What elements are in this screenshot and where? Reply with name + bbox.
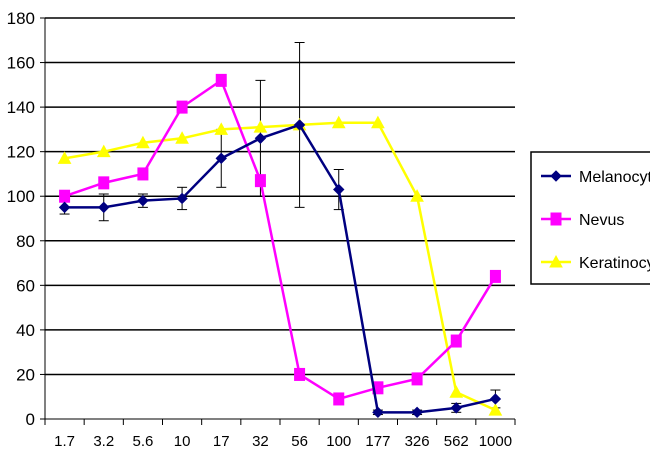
data-point-melanocytes	[98, 201, 110, 214]
data-point-nevus	[489, 269, 501, 283]
data-point-keratinocytes	[410, 189, 424, 202]
y-tick-label: 100	[7, 187, 35, 206]
x-tick-label: 1000	[479, 433, 512, 450]
data-point-nevus	[294, 367, 306, 381]
x-tick-label: 100	[326, 433, 351, 450]
data-point-melanocytes	[215, 152, 227, 165]
data-point-melanocytes	[58, 201, 71, 214]
data-point-nevus	[98, 176, 110, 190]
x-tick-label: 10	[174, 433, 191, 450]
data-point-keratinocytes	[214, 122, 229, 135]
y-tick-label: 20	[16, 365, 35, 384]
y-tick-label: 80	[16, 232, 35, 251]
data-point-keratinocytes	[331, 115, 346, 129]
x-tick-label: 17	[213, 433, 230, 450]
data-point-keratinocytes	[253, 120, 268, 133]
series-line-keratinocytes	[64, 121, 496, 412]
y-tick-label: 40	[16, 321, 35, 340]
data-point-nevus	[59, 189, 71, 203]
legend-swatch-marker	[550, 170, 562, 182]
data-point-melanocytes	[333, 183, 345, 196]
data-point-melanocytes	[411, 406, 423, 419]
data-point-keratinocytes	[96, 144, 111, 158]
series-line-melanocytes	[64, 123, 496, 414]
x-tick-label: 3.2	[93, 433, 114, 450]
legend-label: Keratinocytes	[579, 255, 650, 272]
legend-swatch-marker	[549, 254, 563, 268]
data-point-melanocytes	[372, 406, 384, 419]
data-point-keratinocytes	[57, 151, 72, 164]
x-tick-label: 1.7	[54, 433, 75, 450]
grid-lines	[45, 17, 515, 376]
legend-swatch-marker	[550, 212, 562, 226]
x-tick-label: 32	[252, 433, 269, 450]
series-line-nevus	[64, 78, 497, 401]
axes	[40, 17, 516, 425]
legend-label: Nevus	[579, 212, 624, 229]
data-point-melanocytes	[137, 194, 149, 207]
y-tick-label: 60	[16, 276, 35, 295]
data-point-nevus	[176, 100, 188, 114]
data-point-keratinocytes	[371, 115, 385, 129]
y-tick-label: 160	[7, 54, 35, 73]
data-point-keratinocytes	[449, 385, 464, 398]
data-point-nevus	[215, 73, 227, 87]
data-point-keratinocytes	[488, 403, 503, 416]
data-point-keratinocytes	[175, 131, 189, 144]
data-point-keratinocytes	[136, 135, 150, 149]
data-point-melanocytes	[176, 192, 188, 205]
data-point-nevus	[333, 392, 345, 406]
data-point-melanocytes	[489, 393, 502, 405]
x-tick-label: 5.6	[132, 433, 153, 450]
x-tick-label: 326	[405, 433, 430, 450]
data-point-nevus	[254, 174, 266, 188]
data-point-melanocytes	[450, 402, 462, 414]
data-point-melanocytes	[293, 119, 306, 131]
y-tick-label: 140	[7, 98, 35, 117]
error-bars	[59, 42, 501, 416]
data-point-melanocytes	[254, 132, 267, 145]
data-point-nevus	[450, 334, 462, 348]
data-point-nevus	[411, 372, 423, 386]
x-tick-label: 562	[444, 433, 469, 450]
y-tick-label: 0	[26, 410, 35, 429]
legend-label: Melanocytes	[579, 169, 650, 186]
legend: Melanocytes Nevus Keratinocytes	[530, 151, 650, 285]
x-tick-labels: 1.7 3.2 5.6 10 17 32 56 100 177 326 562 1000	[54, 433, 512, 450]
y-tick-labels: 0 20 40 60 80 100 120 140 160 180	[7, 9, 35, 429]
data-point-nevus	[137, 167, 149, 181]
x-tick-label: 177	[365, 433, 390, 450]
x-tick-label: 56	[291, 433, 308, 450]
y-tick-label: 120	[7, 143, 35, 162]
series-group	[57, 73, 503, 419]
y-tick-label: 180	[7, 9, 35, 28]
